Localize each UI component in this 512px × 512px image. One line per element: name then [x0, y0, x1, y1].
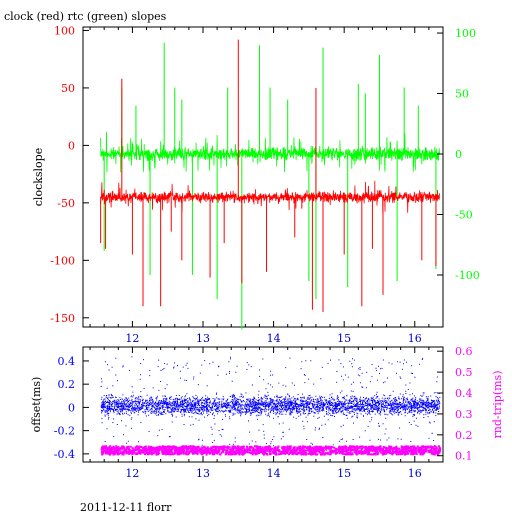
- offset-y-tick-label: 0.4: [58, 355, 76, 368]
- offset-data-layer: [100, 356, 442, 456]
- chart-title: clock (red) rtc (green) slopes: [4, 10, 167, 23]
- rndtrip-scatter-points: [100, 445, 442, 456]
- slopes-y-axis-label: clockslope: [32, 148, 45, 206]
- offset-x-tick-label: 13: [196, 467, 210, 480]
- slopes-plot-frame: [82, 26, 444, 328]
- slopes-x-tick-label: 14: [267, 332, 281, 345]
- offset-panel: 12 13 14 15 16 -0.4 -0.2 0 0.2 0.4 0.1 0.2 0.3 0.4 0.5…: [30, 345, 504, 480]
- slopes-y2-tick-label: 0: [455, 148, 462, 161]
- offset-y-tick-label: 0: [68, 401, 75, 414]
- offset-y-tick-label: -0.2: [54, 425, 75, 438]
- rndtrip-y-axis-label: rnd-trip(ms): [491, 371, 504, 439]
- offset-x-tick-label: 12: [125, 467, 139, 480]
- offset-y-tick-label: 0.2: [58, 378, 76, 391]
- series-line-clock-red-: [100, 180, 440, 214]
- slopes-y2-tick-label: 100: [455, 27, 476, 40]
- slopes-x-tick-label: 12: [125, 332, 139, 345]
- slopes-axes: 12 13 14 15 16 -150 -100 -50 0 50 100 -100 -50 0 50 100: [50, 24, 479, 345]
- slopes-panel: 12 13 14 15 16 -150 -100 -50 0 50 100 -100 -50 0 50 100…: [32, 24, 480, 345]
- slopes-y-tick-label: 0: [68, 139, 75, 152]
- series-line-rtc-green-: [100, 131, 440, 173]
- offset-y2-tick-label: 0.5: [455, 366, 473, 379]
- slopes-y-tick-label: -50: [57, 197, 75, 210]
- offset-x-tick-label: 14: [267, 467, 281, 480]
- slopes-y-tick-label: -100: [50, 254, 75, 267]
- offset-y2-tick-label: 0.4: [455, 387, 473, 400]
- offset-x-tick-label: 16: [408, 467, 422, 480]
- slopes-y2-tick-label: 50: [455, 88, 469, 101]
- offset-axes: 12 13 14 15 16 -0.4 -0.2 0 0.2 0.4 0.1 0.2 0.3 0.4 0.5…: [54, 345, 473, 480]
- offset-scatter-points: [100, 356, 441, 455]
- slopes-y2-tick-label: -100: [455, 269, 480, 282]
- offset-y2-tick-label: 0.6: [455, 345, 473, 358]
- slopes-y-tick-label: 100: [54, 24, 75, 37]
- offset-y-tick-label: -0.4: [54, 448, 75, 461]
- footer-label: 2011-12-11 florr: [80, 501, 172, 512]
- offset-plot-frame: [82, 346, 444, 463]
- slopes-y-tick-label: 50: [61, 82, 75, 95]
- offset-y2-tick-label: 0.2: [455, 429, 473, 442]
- slopes-x-tick-label: 13: [196, 332, 210, 345]
- slopes-x-tick-label: 16: [408, 332, 422, 345]
- slopes-x-tick-label: 15: [337, 332, 351, 345]
- slopes-y-tick-label: -150: [50, 312, 75, 325]
- slopes-data-layer: [100, 39, 440, 330]
- offset-y2-tick-label: 0.3: [455, 408, 473, 421]
- slopes-y2-tick-label: -50: [455, 209, 473, 222]
- offset-y2-tick-label: 0.1: [455, 450, 473, 463]
- offset-y-axis-label: offset(ms): [30, 377, 43, 433]
- offset-x-tick-label: 15: [337, 467, 351, 480]
